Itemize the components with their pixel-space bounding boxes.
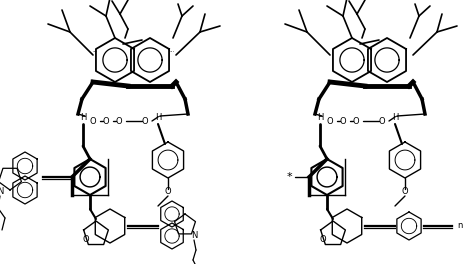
Text: O: O	[103, 117, 109, 126]
Text: O: O	[164, 187, 171, 196]
Text: N: N	[0, 187, 3, 196]
Text: H: H	[155, 114, 161, 122]
Text: O: O	[327, 117, 333, 126]
Text: H: H	[392, 114, 398, 122]
Text: O: O	[116, 117, 122, 126]
Text: O: O	[142, 117, 148, 126]
Text: H: H	[80, 114, 86, 122]
Text: O: O	[90, 117, 96, 126]
Text: O: O	[340, 117, 346, 126]
Text: O: O	[82, 235, 89, 244]
Text: O: O	[319, 235, 326, 244]
Text: O: O	[353, 117, 359, 126]
Text: ...: ...	[92, 48, 98, 53]
Text: n: n	[457, 221, 462, 230]
Text: O: O	[401, 187, 408, 196]
Text: H: H	[317, 114, 323, 122]
Text: N: N	[191, 232, 197, 241]
Text: *: *	[286, 172, 292, 182]
Text: O: O	[379, 117, 385, 126]
Text: ...: ...	[169, 48, 174, 53]
